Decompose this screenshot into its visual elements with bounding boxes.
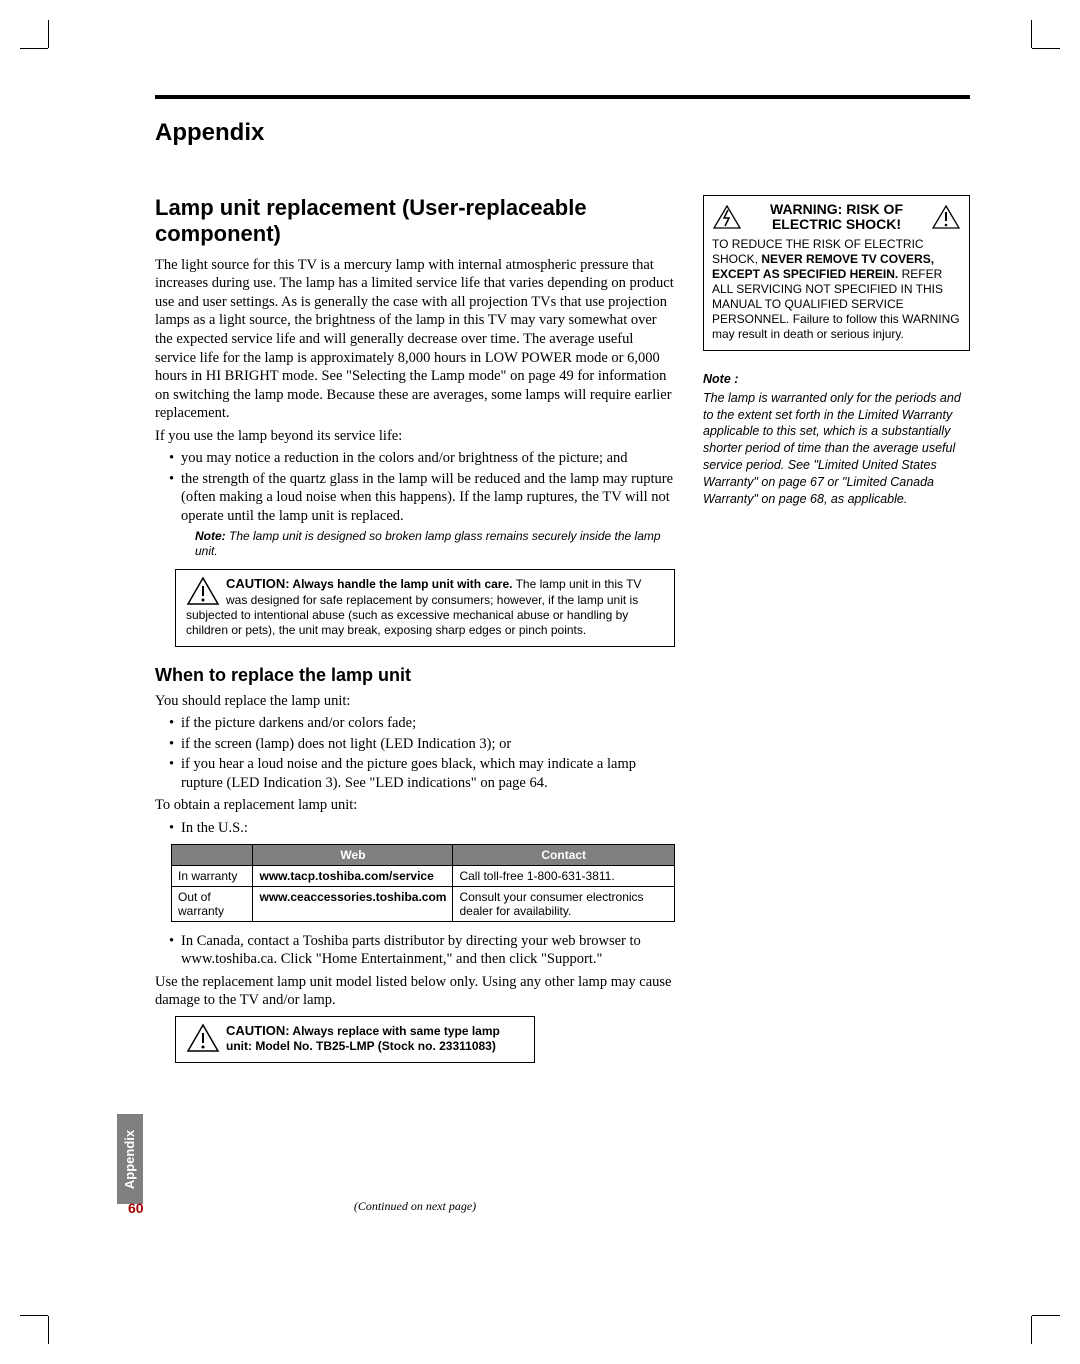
appendix-side-tab: Appendix bbox=[117, 1114, 143, 1204]
crop-mark bbox=[1020, 20, 1060, 60]
warning-triangle-icon bbox=[186, 1023, 220, 1053]
table-cell: Call toll-free 1-800-631-3811. bbox=[453, 865, 675, 886]
replacement-table: Web Contact In warranty www.tacp.toshiba… bbox=[171, 844, 675, 922]
bullet-list-3: In the U.S.: bbox=[155, 819, 675, 838]
warning-triangle-icon bbox=[186, 576, 220, 606]
note-lead: Note: bbox=[195, 529, 226, 543]
crop-mark bbox=[20, 1304, 60, 1344]
left-column: Lamp unit replacement (User-replaceable … bbox=[155, 195, 675, 1081]
continued-footer: (Continued on next page) bbox=[155, 1199, 675, 1214]
intro-paragraph: The light source for this TV is a mercur… bbox=[155, 256, 675, 423]
use-replacement: Use the replacement lamp unit model list… bbox=[155, 973, 675, 1010]
table-header-web: Web bbox=[253, 844, 453, 865]
top-rule bbox=[155, 95, 970, 99]
main-columns: Lamp unit replacement (User-replaceable … bbox=[155, 195, 970, 1081]
list-item: the strength of the quartz glass in the … bbox=[169, 470, 675, 526]
right-column: WARNING: RISK OF ELECTRIC SHOCK! TO REDU… bbox=[703, 195, 970, 1081]
list-item: if the screen (lamp) does not light (LED… bbox=[169, 735, 675, 754]
table-cell: In warranty bbox=[172, 865, 253, 886]
list-item: In Canada, contact a Toshiba parts distr… bbox=[169, 932, 675, 969]
note-inline: Note: The lamp unit is designed so broke… bbox=[155, 529, 675, 559]
subsection-when-replace: When to replace the lamp unit bbox=[155, 665, 675, 686]
side-tab-label: Appendix bbox=[123, 1129, 138, 1188]
crop-mark bbox=[1020, 1304, 1060, 1344]
table-cell: Consult your consumer electronics dealer… bbox=[453, 886, 675, 921]
bullet-list-1: you may notice a reduction in the colors… bbox=[155, 449, 675, 525]
caution-lead: CAUTION: bbox=[226, 576, 290, 591]
shock-triangle-icon bbox=[712, 204, 742, 230]
warning-title: WARNING: RISK OF ELECTRIC SHOCK! bbox=[748, 202, 925, 233]
table-row: In warranty www.tacp.toshiba.com/service… bbox=[172, 865, 675, 886]
table-row: Out of warranty www.ceaccessories.toshib… bbox=[172, 886, 675, 921]
bullet-list-4: In Canada, contact a Toshiba parts distr… bbox=[155, 932, 675, 969]
bullet-list-2: if the picture darkens and/or colors fad… bbox=[155, 714, 675, 792]
appendix-heading: Appendix bbox=[155, 119, 970, 147]
caution-box-1: CAUTION: Always handle the lamp unit wit… bbox=[175, 569, 675, 646]
crop-mark bbox=[20, 20, 60, 60]
page-number: 60 bbox=[128, 1200, 144, 1216]
sidenote-heading: Note : bbox=[703, 371, 970, 388]
warning-box: WARNING: RISK OF ELECTRIC SHOCK! TO REDU… bbox=[703, 195, 970, 351]
note-text: The lamp unit is designed so broken lamp… bbox=[195, 529, 661, 558]
list-item: In the U.S.: bbox=[169, 819, 675, 838]
caution-box-2: CAUTION: Always replace with same type l… bbox=[175, 1016, 535, 1063]
warning-header: WARNING: RISK OF ELECTRIC SHOCK! bbox=[712, 202, 961, 233]
list-item: if you hear a loud noise and the picture… bbox=[169, 755, 675, 792]
table-cell: www.tacp.toshiba.com/service bbox=[253, 865, 453, 886]
warning-triangle-icon bbox=[931, 204, 961, 230]
sidenote-block: Note : The lamp is warranted only for th… bbox=[703, 371, 970, 508]
table-header-contact: Contact bbox=[453, 844, 675, 865]
if-use-line: If you use the lamp beyond its service l… bbox=[155, 427, 675, 446]
table-header-blank bbox=[172, 844, 253, 865]
when-intro: You should replace the lamp unit: bbox=[155, 692, 675, 711]
caution-lead: CAUTION: bbox=[226, 1023, 290, 1038]
list-item: you may notice a reduction in the colors… bbox=[169, 449, 675, 468]
section-title-lamp: Lamp unit replacement (User-replaceable … bbox=[155, 195, 675, 248]
sidenote-text: The lamp is warranted only for the perio… bbox=[703, 390, 970, 508]
table-cell: Out of warranty bbox=[172, 886, 253, 921]
list-item: if the picture darkens and/or colors fad… bbox=[169, 714, 675, 733]
obtain-line: To obtain a replacement lamp unit: bbox=[155, 796, 675, 815]
table-cell: www.ceaccessories.toshiba.com bbox=[253, 886, 453, 921]
caution-bold: Always handle the lamp unit with care. bbox=[290, 577, 513, 591]
